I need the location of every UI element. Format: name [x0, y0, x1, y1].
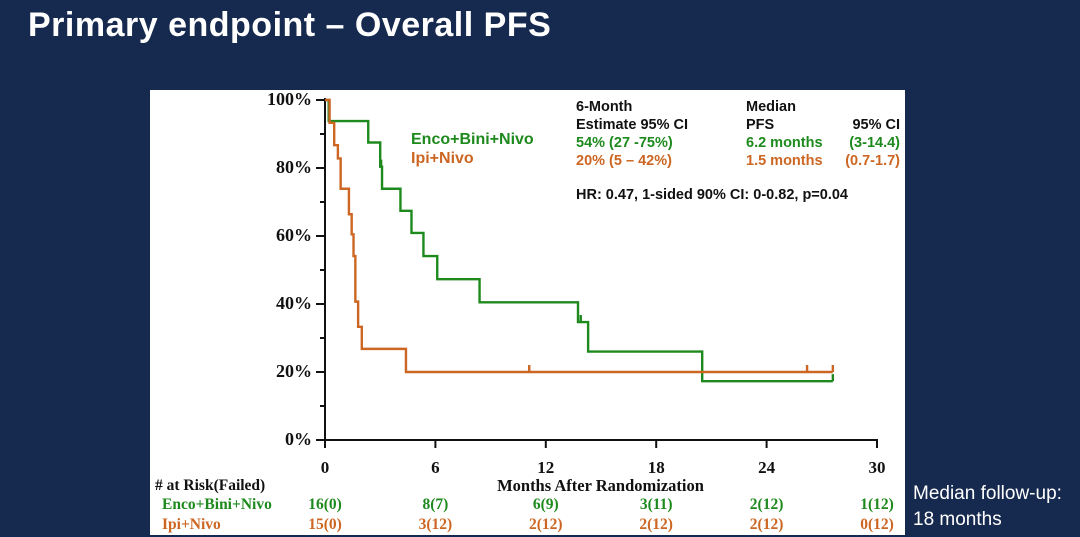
x-axis-title: Months After Randomization [497, 476, 704, 495]
median-followup-line2: 18 months [913, 509, 1002, 530]
risk-row-label-enco-bini-nivo: Enco+Bini+Nivo [162, 496, 272, 513]
y-tick-label-60: 60% [276, 225, 312, 245]
stats-col2-header-2: PFS [746, 117, 775, 133]
risk-row-label-ipi-nivo: Ipi+Nivo [162, 516, 221, 533]
risk-value: 8(7) [422, 496, 449, 513]
risk-value: 6(9) [532, 496, 559, 513]
risk-value: 2(12) [529, 516, 563, 533]
y-tick-label-100: 100% [267, 89, 312, 109]
stats-col3-header: 95% CI [852, 117, 900, 133]
risk-value: 15(0) [308, 516, 342, 533]
stats-ipi-estimate: 20% (5 – 42%) [576, 153, 672, 169]
risk-value: 16(0) [308, 496, 342, 513]
median-followup-line1: Median follow-up: [913, 483, 1062, 504]
page-title: Primary endpoint – Overall PFS [28, 6, 552, 44]
y-tick-label-80: 80% [276, 157, 312, 177]
risk-value: 2(12) [639, 516, 673, 533]
legend-item-enco-bini-nivo: Enco+Bini+Nivo [411, 131, 534, 148]
risk-value: 3(11) [639, 496, 673, 513]
stats-enco-ci: (3-14.4) [849, 135, 900, 151]
stats-enco-estimate: 54% (27 -75%) [576, 135, 673, 151]
km-curve-enco-bini-nivo [325, 98, 833, 383]
stats-col2-header-1: Median [746, 99, 796, 115]
x-tick-label-30: 30 [868, 458, 886, 477]
x-tick-label-12: 12 [537, 458, 555, 477]
x-tick-label-18: 18 [647, 458, 665, 477]
legend-item-ipi-nivo: Ipi+Nivo [411, 150, 474, 167]
y-tick-label-0: 0% [285, 429, 312, 449]
risk-table-header: # at Risk(Failed) [155, 477, 266, 494]
stats-col1-header-2: Estimate 95% CI [576, 117, 689, 133]
y-tick-label-40: 40% [276, 293, 312, 313]
stats-hr-line: HR: 0.47, 1-sided 90% CI: 0-0.82, p=0.04 [576, 187, 848, 203]
y-tick-label-20: 20% [276, 361, 312, 381]
stats-ipi-median: 1.5 months [746, 153, 823, 169]
stats-col1-header-1: 6-Month [576, 99, 633, 115]
risk-value: 2(12) [749, 516, 784, 533]
km-curve-ipi-nivo [325, 98, 833, 374]
median-followup-note: Median follow-up: 18 months [913, 481, 1080, 533]
risk-value: 3(12) [418, 516, 453, 533]
risk-value: 2(12) [749, 496, 784, 513]
risk-value: 1(12) [860, 496, 894, 513]
stats-ipi-ci: (0.7-1.7) [845, 153, 900, 169]
chart-panel [150, 90, 905, 535]
stats-enco-median: 6.2 months [746, 135, 823, 151]
x-tick-label-0: 0 [320, 458, 330, 477]
x-tick-label-24: 24 [758, 458, 776, 477]
x-tick-label-6: 6 [431, 458, 440, 477]
risk-value: 0(12) [860, 516, 894, 533]
